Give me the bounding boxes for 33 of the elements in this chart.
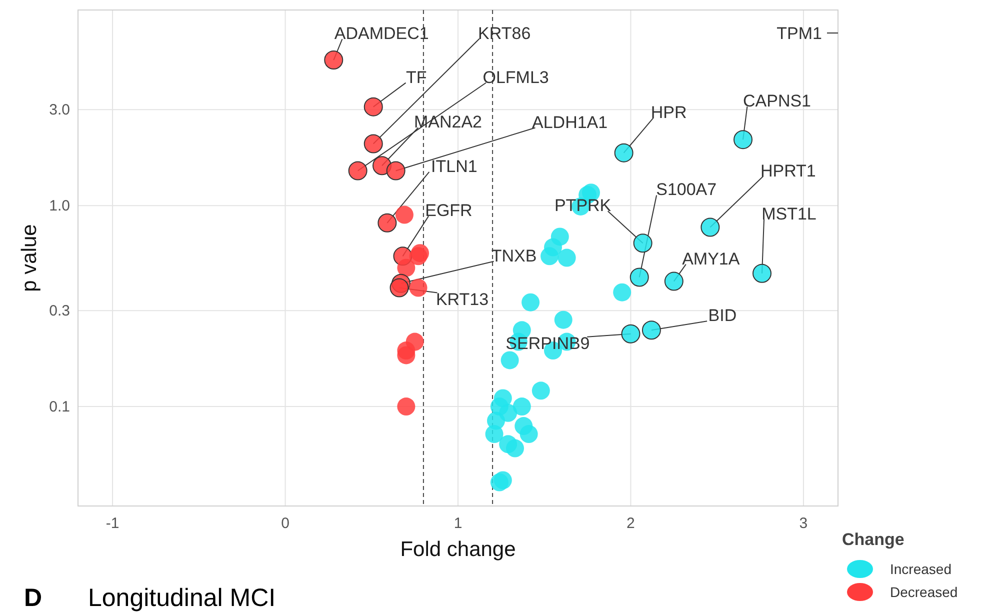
annotation: TNXB <box>491 246 537 266</box>
y-tick-label: 0.3 <box>49 302 70 320</box>
y-axis-title: p value <box>18 224 41 292</box>
x-tick-label: 2 <box>626 515 635 532</box>
annotation: MST1L <box>762 204 816 224</box>
x-axis-title: Fold change <box>400 538 516 561</box>
x-tick-label: 1 <box>454 515 462 532</box>
annotation: BID <box>708 306 737 326</box>
annotation: HPR <box>650 102 687 122</box>
y-tick-label: 3.0 <box>49 102 70 119</box>
annotation: ITLN1 <box>431 156 478 176</box>
annotation: S100A7 <box>656 180 717 200</box>
y-tick-label: 0.1 <box>49 398 70 416</box>
annotation: TPM1 <box>776 24 822 43</box>
annotation: KRT86 <box>478 24 531 43</box>
annotation: HPRT1 <box>760 161 816 180</box>
annotation: OLFML3 <box>482 68 549 87</box>
x-tick-label: 3 <box>799 515 808 532</box>
y-tick-label: 1.0 <box>49 198 70 215</box>
annotation: TF <box>406 68 427 87</box>
annotation: AMY1A <box>682 249 740 268</box>
annotation: KRT13 <box>436 290 489 309</box>
text: Longitudinal MCI <box>88 584 276 612</box>
legend-label: Decreased <box>890 584 958 600</box>
annotation: ALDH1A1 <box>532 112 608 132</box>
text: D <box>24 584 42 612</box>
x-tick-label: 0 <box>281 515 290 532</box>
legend-label: Increased <box>890 561 952 577</box>
annotation: EGFR <box>425 201 472 220</box>
x-tick-label: -1 <box>106 515 120 532</box>
annotation: CAPNS1 <box>742 92 812 111</box>
annotation: ADAMDEC1 <box>334 24 429 44</box>
legend-title: Change <box>842 530 904 549</box>
